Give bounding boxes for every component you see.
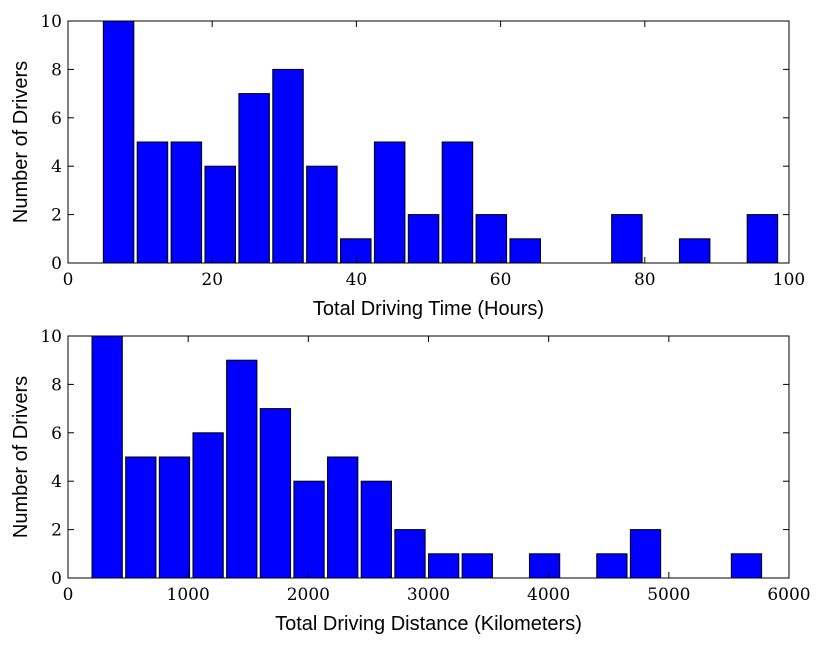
plot-frame [67, 20, 790, 264]
bar-1-2 [158, 456, 191, 579]
y-tick-label: 10 [40, 327, 62, 347]
y-tick-label: 4 [51, 157, 62, 177]
y-axis-label: Number of Drivers [10, 376, 32, 538]
y-tick-label: 10 [40, 12, 62, 32]
bar-1-10 [428, 553, 460, 579]
x-axis-label: Total Driving Time (Hours) [313, 298, 544, 320]
x-tick-label: 0 [63, 585, 74, 605]
driving-distance-histogram: 0 1000 2000 3000 4000 5000 6000 0 2 4 6 8 10 Total Dr… [10, 327, 811, 635]
bar-0-15 [611, 214, 643, 264]
bar-0-11 [475, 214, 508, 264]
y-tick-label: 6 [51, 424, 62, 444]
y-axis-label: Number of Drivers [10, 61, 32, 223]
x-tick-label: 0 [63, 270, 74, 290]
bar-0-9 [407, 214, 440, 264]
bar-1-13 [528, 553, 561, 579]
y-tick-label: 2 [51, 206, 62, 226]
y-tick-label: 8 [51, 60, 62, 80]
x-tick-label: 2000 [287, 585, 330, 605]
bar-1-19 [730, 553, 763, 579]
driving-time-histogram: 0 20 40 60 80 100 0 2 4 6 8 10 Total Driving Time (H… [10, 12, 805, 320]
bar-1-15 [596, 553, 628, 579]
bar-0-3 [204, 165, 236, 264]
x-tick-label: 4000 [527, 585, 570, 605]
bar-1-16 [629, 529, 662, 579]
bar-0-17 [678, 238, 711, 264]
bar-1-0 [91, 335, 123, 579]
bar-0-5 [272, 68, 304, 264]
x-tick-label: 60 [490, 270, 512, 290]
x-tick-label: 100 [773, 270, 805, 290]
bar-0-7 [340, 238, 372, 264]
bar-1-9 [394, 529, 426, 579]
bar-1-1 [125, 456, 157, 579]
bar-1-8 [360, 480, 392, 579]
y-tick-label: 4 [51, 472, 62, 492]
x-tick-label: 40 [346, 270, 368, 290]
y-tick-label: 6 [51, 109, 62, 129]
bar-0-19 [746, 214, 779, 264]
y-tick-label: 0 [51, 254, 62, 274]
bar-0-1 [136, 141, 169, 264]
x-tick-label: 1000 [167, 585, 210, 605]
bar-0-2 [170, 141, 203, 264]
y-tick-label: 2 [51, 521, 62, 541]
bar-0-8 [373, 141, 406, 264]
bar-1-7 [327, 456, 359, 579]
y-tick-label: 0 [51, 569, 62, 589]
x-tick-label: 6000 [767, 585, 810, 605]
bar-1-11 [461, 553, 493, 579]
bar-1-3 [192, 432, 224, 579]
bar-1-5 [259, 408, 292, 579]
bar-0-4 [238, 93, 270, 264]
bar-0-6 [306, 165, 338, 264]
bar-0-0 [102, 20, 135, 264]
x-axis-label: Total Driving Distance (Kilometers) [275, 613, 582, 635]
x-tick-label: 3000 [407, 585, 450, 605]
x-tick-label: 80 [634, 270, 656, 290]
bar-0-10 [441, 141, 474, 264]
bar-0-12 [509, 238, 541, 264]
bar-1-4 [226, 359, 258, 579]
x-tick-label: 20 [201, 270, 223, 290]
x-tick-label: 5000 [647, 585, 690, 605]
bar-1-6 [293, 480, 325, 579]
y-tick-label: 8 [51, 375, 62, 395]
